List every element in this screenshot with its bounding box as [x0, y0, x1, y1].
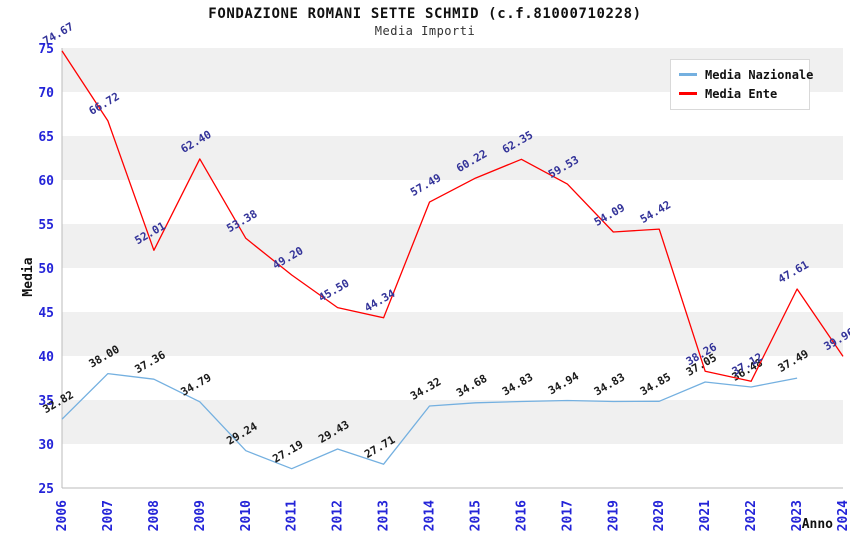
- chart-subtitle: Media Importi: [374, 24, 476, 38]
- y-tick-label: 45: [38, 306, 54, 321]
- y-tick-label: 50: [38, 262, 54, 277]
- x-tick-label: 2021: [698, 500, 713, 531]
- grid-band: [62, 224, 843, 268]
- x-tick-label: 2016: [514, 500, 529, 531]
- x-tick-label: 2023: [790, 500, 805, 531]
- y-tick-label: 55: [38, 218, 54, 233]
- y-tick-label: 40: [38, 350, 54, 365]
- x-tick-label: 2010: [239, 500, 254, 531]
- data-point-label: 34.85: [638, 370, 673, 398]
- data-point-label: 34.83: [500, 371, 535, 399]
- legend-swatch-icon: [679, 73, 697, 76]
- x-tick-label: 2009: [193, 500, 208, 531]
- data-point-label: 34.32: [408, 375, 443, 403]
- legend-box: Media Nazionale Media Ente: [670, 59, 813, 110]
- data-point-label: 34.83: [592, 371, 627, 399]
- grid-band: [62, 312, 843, 356]
- data-point-label: 34.68: [454, 372, 489, 400]
- data-point-label: 45.50: [316, 277, 351, 305]
- x-tick-label: 2011: [285, 500, 300, 531]
- x-tick-label: 2014: [423, 500, 438, 531]
- grid-band: [62, 400, 843, 444]
- legend-item-media-ente: Media Ente: [679, 84, 801, 103]
- media-nazionale-line: [61, 372, 798, 470]
- x-tick-label: 2019: [606, 500, 621, 531]
- y-axis-title: Media: [21, 257, 36, 296]
- x-tick-label: 2015: [468, 500, 483, 531]
- data-point-label: 44.34: [362, 287, 398, 315]
- legend-item-media-nazionale: Media Nazionale: [679, 65, 813, 84]
- y-tick-label: 75: [38, 42, 54, 57]
- legend-item-label: Media Nazionale: [705, 67, 814, 82]
- y-tick-label: 65: [38, 130, 54, 145]
- media-ente-line: [61, 50, 844, 382]
- chart-title: FONDAZIONE ROMANI SETTE SCHMID (c.f.8100…: [208, 6, 642, 22]
- grid-band: [62, 136, 843, 180]
- y-tick-label: 60: [38, 174, 54, 189]
- data-point-label: 34.94: [546, 369, 582, 397]
- x-tick-label: 2024: [836, 500, 850, 531]
- y-tick-label: 30: [38, 438, 54, 453]
- x-tick-label: 2008: [147, 500, 162, 531]
- x-tick-label: 2012: [331, 500, 346, 531]
- y-tick-label: 35: [38, 394, 54, 409]
- y-tick-label: 70: [38, 86, 54, 101]
- x-axis-title: Anno: [802, 517, 833, 532]
- y-tick-label: 25: [38, 482, 54, 497]
- x-tick-label: 2022: [744, 500, 759, 531]
- legend-swatch-icon: [679, 92, 697, 95]
- data-point-label: 34.79: [178, 371, 213, 399]
- legend-item-label: Media Ente: [705, 86, 778, 101]
- data-point-label: 66.72: [87, 90, 122, 118]
- data-point-label: 54.42: [638, 198, 673, 226]
- x-tick-label: 2017: [560, 500, 575, 531]
- x-tick-label: 2020: [652, 500, 667, 531]
- x-tick-label: 2006: [55, 500, 70, 531]
- x-tick-label: 2013: [377, 500, 392, 531]
- x-tick-label: 2007: [101, 500, 116, 531]
